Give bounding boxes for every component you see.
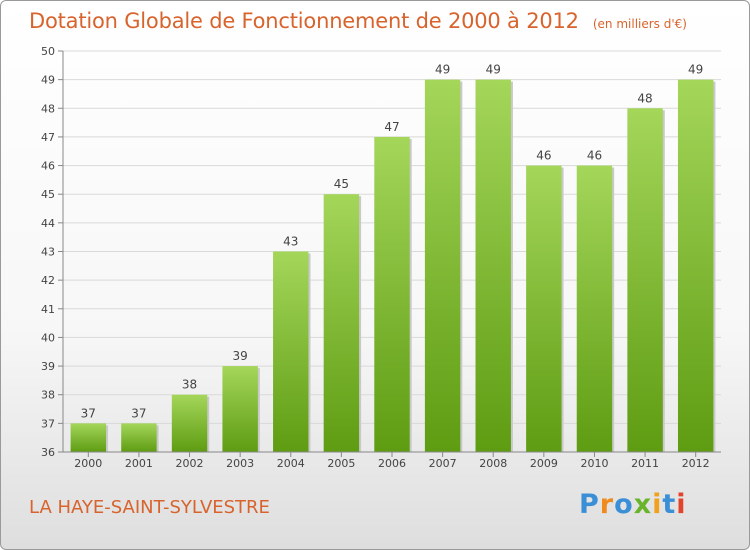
- chart-title: Dotation Globale de Fonctionnement de 20…: [29, 9, 687, 33]
- logo-letter: r: [599, 489, 615, 520]
- bar-2007: [424, 79, 461, 453]
- data-label: 46: [587, 149, 602, 163]
- unit-label: (en milliers d'€): [592, 17, 687, 31]
- y-axis: 36 37 38 39 40 41 42 43 44 45 46 47 48 49 50: [41, 45, 64, 459]
- data-label: 39: [233, 349, 248, 363]
- logo-letter: i: [652, 489, 663, 520]
- data-label: 49: [435, 63, 450, 77]
- y-tick-label: 40: [41, 331, 55, 344]
- bar-2010: [576, 165, 613, 453]
- x-tick-label: 2012: [682, 457, 710, 470]
- logo-letter: x: [633, 489, 653, 520]
- bar-2004: [273, 251, 309, 452]
- y-tick-label: 48: [41, 102, 55, 115]
- logo-letter: P: [579, 489, 600, 520]
- data-label: 45: [334, 177, 349, 191]
- logo-letter: t: [662, 489, 677, 520]
- y-tick-label: 46: [41, 160, 55, 173]
- bar-2008: [475, 79, 511, 453]
- x-tick-label: 2006: [378, 457, 406, 470]
- y-tick-label: 36: [41, 446, 55, 459]
- x-tick-label: 2004: [277, 457, 305, 470]
- data-label: 48: [637, 91, 652, 105]
- x-tick-label: 2000: [74, 457, 102, 470]
- y-tick-label: 42: [41, 274, 55, 287]
- x-tick-label: 2001: [125, 457, 153, 470]
- bar-2011: [627, 108, 663, 453]
- x-tick-label: 2011: [631, 457, 659, 470]
- y-tick-label: 43: [41, 246, 55, 259]
- data-label: 37: [131, 406, 146, 420]
- y-tick-label: 47: [41, 131, 55, 144]
- bar-2002: [171, 394, 208, 452]
- data-label: 43: [283, 235, 298, 249]
- bar-2012: [677, 79, 714, 453]
- bar-2005: [323, 194, 360, 452]
- data-label: 49: [486, 63, 501, 77]
- logo-letter: o: [614, 489, 634, 520]
- y-tick-label: 37: [41, 417, 55, 430]
- y-tick-label: 50: [41, 45, 55, 58]
- data-label: 47: [384, 120, 399, 134]
- y-tick-label: 45: [41, 188, 55, 201]
- proxiti-logo: Proxiti: [579, 489, 687, 520]
- y-tick-label: 49: [41, 74, 55, 87]
- x-tick-label: 2008: [479, 457, 507, 470]
- x-tick-label: 2007: [429, 457, 457, 470]
- x-tick-label: 2003: [226, 457, 254, 470]
- x-axis: 2000 2001 2002 2003 2004 2005 2006 2007 2008 2009…: [63, 451, 721, 470]
- bar-2003: [222, 366, 258, 452]
- y-tick-label: 38: [41, 389, 55, 402]
- x-tick-label: 2010: [580, 457, 608, 470]
- y-tick-label: 44: [41, 217, 55, 230]
- data-label: 49: [688, 63, 703, 77]
- bar-2009: [526, 165, 562, 453]
- bar-2001: [121, 423, 157, 452]
- data-label: 38: [182, 378, 197, 392]
- bar-2000: [70, 423, 107, 452]
- y-tick-label: 41: [41, 303, 55, 316]
- x-tick-label: 2005: [327, 457, 355, 470]
- logo-letter: i: [676, 489, 687, 520]
- y-tick-label: 39: [41, 360, 55, 373]
- data-label: 46: [536, 149, 551, 163]
- data-label: 37: [81, 406, 96, 420]
- chart-title-text: Dotation Globale de Fonctionnement de 20…: [29, 9, 579, 33]
- x-tick-label: 2002: [176, 457, 204, 470]
- bars: 37 37 38 39 43 45 47 49 49 46 46 48 49: [70, 63, 716, 453]
- bar-2006: [374, 136, 410, 452]
- x-tick-label: 2009: [530, 457, 558, 470]
- commune-name: LA HAYE-SAINT-SYLVESTRE: [29, 497, 270, 518]
